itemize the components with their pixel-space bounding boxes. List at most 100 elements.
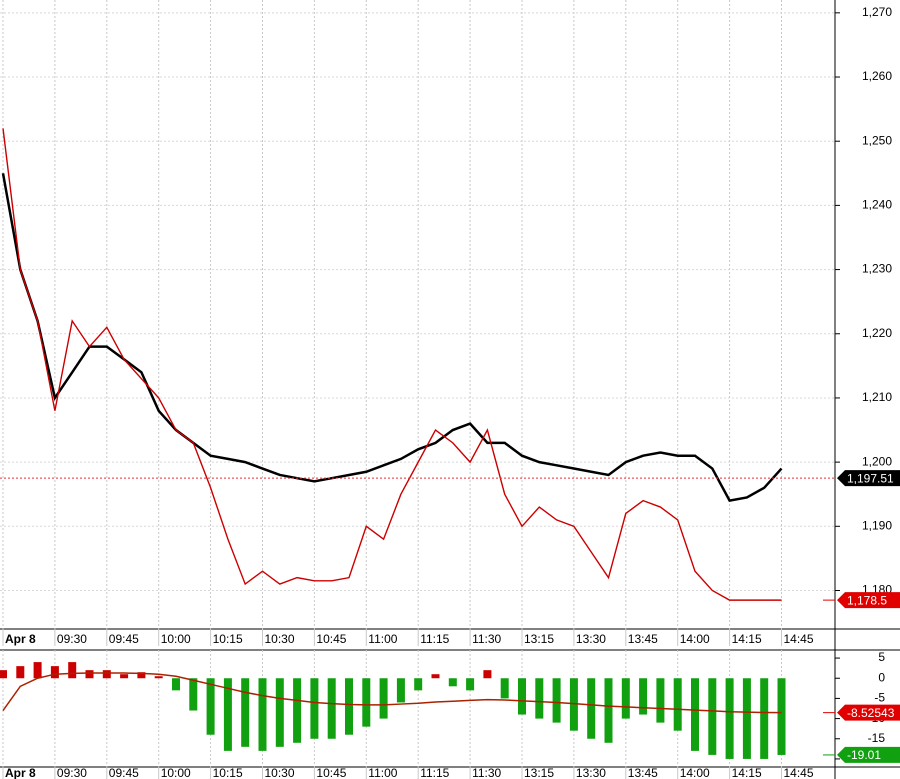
x-tick-label: 10:00 [161, 766, 191, 779]
histogram-bar [223, 678, 232, 751]
histogram-bar [552, 678, 561, 723]
x-tick-label: 13:30 [576, 766, 606, 779]
price-marker-box [837, 592, 900, 609]
histogram-bar [137, 672, 146, 679]
y-tick-label: 5 [878, 650, 885, 664]
histogram-bar [293, 678, 302, 743]
histogram-bar [656, 678, 665, 723]
histogram-bar [189, 678, 198, 711]
y-tick-label: 1,270 [862, 5, 892, 19]
histogram-bar [68, 662, 77, 679]
histogram-bar [345, 678, 353, 735]
histogram-bar [725, 678, 734, 759]
x-tick-label: 13:30 [576, 632, 606, 646]
y-tick-label: 1,210 [862, 390, 892, 404]
histogram-bar [154, 676, 163, 679]
y-tick-label: 0 [878, 670, 885, 684]
histogram-bar [0, 670, 7, 679]
x-tick-label: 11:00 [368, 766, 397, 779]
histogram-bar [362, 678, 371, 727]
x-tick-label: Apr 8 [5, 766, 36, 779]
x-tick-label: 10:45 [316, 632, 346, 646]
histogram-bar [206, 678, 215, 735]
histogram-bar [708, 678, 717, 755]
price-marker-label: 1,197.51 [847, 471, 894, 485]
y-tick-label: 1,220 [862, 326, 892, 340]
y-tick-label: 1,260 [862, 69, 892, 83]
x-tick-label: Apr 8 [5, 632, 36, 646]
histogram-bar [483, 670, 492, 679]
histogram-bar [172, 678, 180, 691]
x-tick-label: 13:45 [628, 632, 658, 646]
x-tick-label: 14:45 [784, 632, 814, 646]
histogram-bar [16, 666, 25, 679]
x-tick-label: 10:30 [265, 632, 295, 646]
y-tick-label: -15 [868, 731, 886, 745]
x-tick-label: 11:30 [472, 632, 501, 646]
x-tick-label: 11:30 [472, 766, 501, 779]
histogram-bar [275, 678, 284, 747]
x-tick-label: 14:45 [784, 766, 814, 779]
y-tick-label: 1,230 [862, 262, 892, 276]
x-tick-label: 10:00 [161, 632, 191, 646]
histogram-bar [535, 678, 544, 719]
histogram-bar [50, 666, 59, 679]
histogram-bar [760, 678, 769, 759]
histogram-bar [33, 662, 42, 679]
histogram-bar [604, 678, 613, 743]
price-marker-box [837, 470, 900, 487]
price-marker-box [837, 746, 900, 763]
histogram-bar [500, 678, 509, 699]
histogram-bar [120, 674, 129, 679]
y-tick-label: 1,200 [862, 454, 892, 468]
x-tick-label: 13:15 [524, 632, 554, 646]
histogram-bar [414, 678, 423, 691]
histogram-bar [777, 678, 786, 755]
x-tick-label: 11:15 [420, 766, 449, 779]
x-tick-label: 10:15 [213, 766, 243, 779]
histogram-bar [327, 678, 336, 739]
histogram-bar [569, 678, 578, 731]
y-tick-label: 1,240 [862, 198, 892, 212]
x-tick-label: 09:30 [57, 632, 87, 646]
y-tick-label: 1,190 [862, 518, 892, 532]
x-tick-label: 09:30 [57, 766, 87, 779]
histogram-bar [241, 678, 250, 747]
histogram-bar [466, 678, 475, 691]
histogram-bar [396, 678, 405, 703]
x-tick-label: 14:15 [732, 632, 762, 646]
histogram-bar [448, 678, 457, 687]
x-tick-label: 14:00 [680, 766, 710, 779]
histogram-bar [673, 678, 682, 731]
histogram-bar [310, 678, 319, 739]
x-tick-label: 14:00 [680, 632, 710, 646]
histogram-bar [431, 674, 440, 679]
histogram-bar [85, 670, 94, 679]
x-tick-label: 10:30 [265, 766, 295, 779]
histogram-bar [621, 678, 630, 719]
signal-line [2, 672, 782, 714]
histogram-bar [102, 670, 111, 679]
x-tick-label: 11:00 [368, 632, 397, 646]
histogram-bar [742, 678, 751, 759]
y-tick-label: 1,250 [862, 133, 892, 147]
histogram-bar [518, 678, 526, 715]
histogram-bar [258, 678, 267, 751]
histogram-bar [639, 678, 648, 715]
price-marker-label: -8.52543 [847, 706, 895, 720]
price-marker-label: -19.01 [847, 748, 881, 762]
price-marker-box [837, 704, 900, 721]
x-tick-label: 09:45 [109, 766, 139, 779]
x-tick-label: 14:15 [732, 766, 762, 779]
price-line [2, 128, 782, 601]
price-marker-label: 1,178.5 [847, 593, 887, 607]
x-tick-label: 13:45 [628, 766, 658, 779]
x-tick-label: 09:45 [109, 632, 139, 646]
histogram-bar [587, 678, 596, 739]
x-tick-label: 10:45 [316, 766, 346, 779]
x-tick-label: 13:15 [524, 766, 554, 779]
x-tick-label: 11:15 [420, 632, 449, 646]
